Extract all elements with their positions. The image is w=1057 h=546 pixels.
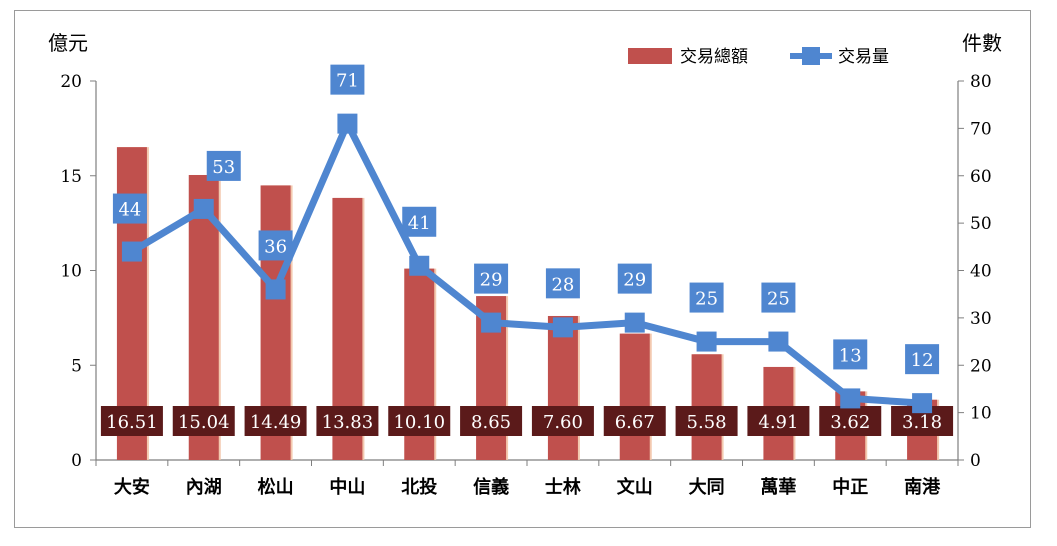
line-point-7 (624, 312, 645, 333)
line-label-box (330, 64, 365, 95)
line-point-10 (840, 388, 861, 409)
x-tick-label: 中山 (329, 476, 365, 498)
line-point-6 (552, 317, 573, 338)
right-axis-title: 件數 (962, 31, 1002, 55)
line-data-label: 36 (264, 236, 287, 257)
line-label-box (112, 193, 147, 224)
bar-data-label: 5.58 (687, 412, 727, 433)
x-tick-label: 信義 (473, 476, 509, 498)
left-tick-label: 15 (60, 167, 82, 187)
bar-label-box (100, 406, 163, 436)
bar-data-label: 15.04 (178, 412, 230, 433)
bar-data-label: 13.83 (322, 412, 374, 433)
left-tick-label: 5 (71, 356, 82, 376)
line-point-3 (337, 113, 358, 134)
line-label-box (206, 150, 241, 181)
line-data-label: 28 (551, 274, 574, 295)
x-tick-label: 南港 (904, 476, 941, 498)
x-tick-label: 中正 (832, 476, 868, 498)
line-label-box (833, 339, 868, 370)
x-tick-label: 北投 (401, 476, 437, 498)
bar-label-box (747, 406, 810, 436)
legend-line-label: 交易量 (838, 47, 889, 67)
bar-data-label: 7.60 (543, 412, 583, 433)
line-data-label: 25 (695, 289, 718, 310)
line-data-label: 41 (408, 213, 431, 234)
bar-data-label: 16.51 (106, 412, 158, 433)
right-tick-label: 70 (970, 119, 992, 139)
right-tick-label: 60 (970, 167, 992, 187)
bar-label-box (603, 406, 666, 436)
bar-label-box (316, 406, 379, 436)
left-tick-label: 10 (60, 262, 82, 282)
x-tick-label: 大同 (689, 476, 725, 498)
line-label-box (258, 230, 293, 261)
line-series-path (130, 120, 923, 407)
line-label-box (689, 282, 724, 313)
x-tick-label: 士林 (545, 476, 581, 498)
line-label-box (474, 263, 509, 294)
bar-label-box (244, 406, 307, 436)
line-point-0 (121, 241, 142, 262)
left-tick-label: 0 (71, 451, 82, 471)
x-tick-label: 松山 (258, 476, 294, 498)
line-label-box (905, 344, 940, 375)
right-tick-label: 10 (970, 404, 992, 424)
x-tick-label: 文山 (617, 476, 653, 498)
line-point-5 (481, 312, 502, 333)
line-data-label: 71 (336, 71, 359, 92)
right-tick-label: 40 (970, 262, 992, 282)
legend-line-marker (802, 47, 820, 65)
bar-label-box (675, 406, 738, 436)
x-tick-label: 大安 (114, 476, 150, 498)
bar-data-label: 10.10 (393, 412, 445, 433)
line-data-label: 25 (767, 289, 790, 310)
bar-label-box (819, 406, 882, 436)
line-data-label: 13 (839, 345, 862, 366)
line-data-label: 29 (623, 270, 646, 291)
line-point-2 (265, 279, 286, 300)
legend-bar-label: 交易總額 (680, 47, 748, 67)
line-data-label: 44 (118, 200, 141, 221)
bar-data-label: 14.49 (250, 412, 302, 433)
line-point-9 (768, 331, 789, 352)
left-tick-label: 20 (60, 72, 82, 92)
left-axis-title: 億元 (48, 31, 88, 55)
bar-label-box (531, 406, 594, 436)
x-tick-label: 內湖 (186, 477, 222, 498)
bar-label-box (172, 406, 235, 436)
bar-label-box (388, 406, 451, 436)
right-tick-label: 80 (970, 72, 992, 92)
bar-data-label: 4.91 (758, 412, 798, 433)
right-tick-label: 50 (970, 214, 992, 234)
line-data-label: 53 (212, 157, 235, 178)
right-tick-label: 30 (970, 309, 992, 329)
line-point-8 (696, 331, 717, 352)
line-label-box (617, 263, 652, 294)
right-tick-label: 0 (970, 451, 981, 471)
line-point-4 (409, 255, 430, 276)
bar-data-label: 6.67 (615, 412, 655, 433)
line-label-box (761, 282, 796, 313)
bar-data-label: 8.65 (471, 412, 511, 433)
bar-7 (619, 333, 650, 460)
line-data-label: 12 (911, 350, 934, 371)
bar-data-label: 3.62 (830, 412, 870, 433)
bar-6 (547, 315, 578, 460)
bar-label-box (460, 406, 523, 436)
line-point-1 (193, 198, 214, 219)
right-tick-label: 20 (970, 356, 992, 376)
line-label-box (545, 268, 580, 299)
line-point-11 (912, 393, 933, 414)
legend-bar-swatch (628, 48, 672, 64)
line-label-box (402, 206, 437, 237)
x-tick-label: 萬華 (760, 476, 796, 498)
line-data-label: 29 (480, 270, 503, 291)
bar-data-label: 3.18 (902, 412, 942, 433)
